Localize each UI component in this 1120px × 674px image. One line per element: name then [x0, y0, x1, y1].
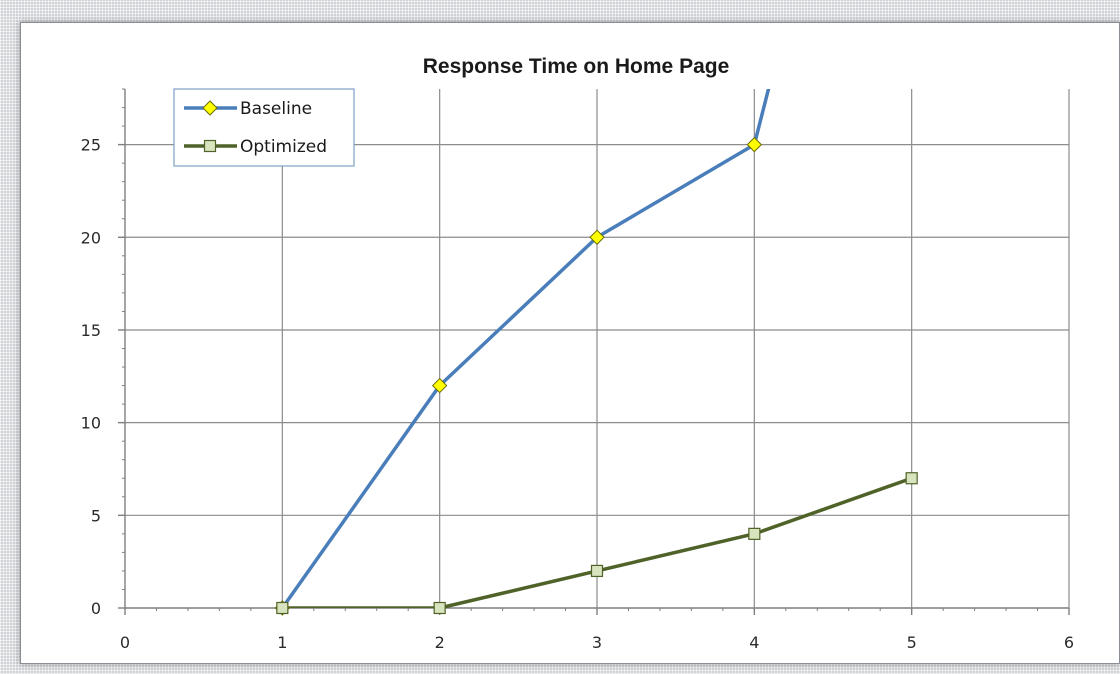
y-tick-label: 15	[81, 321, 101, 340]
baseline-data-point	[589, 229, 605, 245]
y-tick-label: 25	[81, 136, 101, 155]
baseline-data-point	[746, 136, 763, 153]
x-tick-label: 0	[120, 633, 130, 652]
optimized-data-point	[905, 472, 918, 485]
legend-marker	[203, 139, 217, 153]
chart-frame: 0 5 10 15 20 25 0 1 2 3 4 5 6 Response Time on Home …	[20, 22, 1120, 664]
axes: 0 5 10 15 20 25 0 1 2 3 4 5 6	[81, 88, 1074, 652]
series	[274, 89, 918, 616]
grid-lines	[125, 89, 1070, 608]
x-tick-label: 4	[749, 633, 759, 652]
optimized-data-point	[590, 564, 604, 578]
baseline-series-line	[280, 89, 771, 608]
y-tick-label: 20	[81, 228, 101, 247]
x-tick-label: 6	[1064, 633, 1074, 652]
legend-label: Baseline	[240, 99, 312, 119]
baseline-data-point	[431, 377, 448, 394]
optimized-data-point	[748, 527, 761, 540]
y-tick-label: 5	[91, 506, 101, 525]
x-tick-label: 2	[435, 633, 445, 652]
legend-label: Optimized	[240, 137, 327, 157]
y-tick-label: 10	[81, 414, 101, 433]
optimized-data-point	[276, 601, 289, 615]
legend: Baseline Optimized	[173, 88, 355, 167]
legend-marker	[202, 100, 218, 116]
optimized-data-point	[433, 601, 446, 615]
y-tick-label: 0	[91, 599, 101, 618]
x-tick-label: 3	[592, 633, 602, 652]
chart-title: Response Time on Home Page	[423, 55, 730, 78]
legend-box	[173, 88, 355, 167]
x-tick-label: 1	[277, 633, 287, 652]
line-chart: 0 5 10 15 20 25 0 1 2 3 4 5 6 Response Time on Home …	[81, 55, 1074, 652]
x-tick-label: 5	[907, 633, 917, 652]
